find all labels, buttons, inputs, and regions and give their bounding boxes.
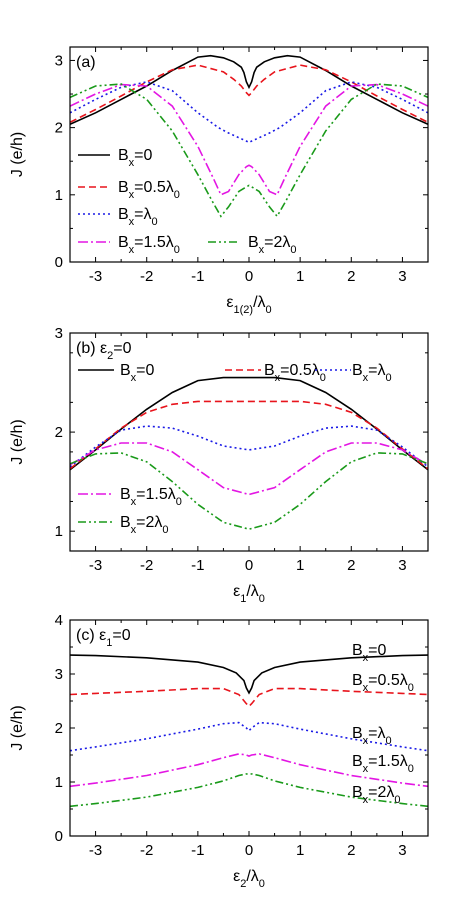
legend-label: Bx=0 bbox=[352, 642, 387, 664]
y-axis-title: J (e/h) bbox=[9, 705, 26, 750]
x-tick-label: -1 bbox=[191, 842, 204, 859]
legend-label: Bx=0.5λ0 bbox=[352, 672, 414, 694]
series-line-2 bbox=[70, 425, 428, 468]
panel-label: (a) bbox=[76, 54, 96, 71]
legend-label: Bx=2λ0 bbox=[352, 784, 401, 806]
series-line-4 bbox=[70, 83, 428, 218]
x-tick-label: -3 bbox=[89, 557, 102, 574]
x-axis-title: ε1/λ0 bbox=[233, 583, 265, 605]
x-tick-label: 2 bbox=[347, 557, 355, 574]
legend-label: Bx=1.5λ0 bbox=[120, 486, 182, 508]
y-tick-label: 0 bbox=[55, 254, 63, 271]
panel-label: (b) ε2=0 bbox=[76, 340, 132, 362]
legend: Bx=0 Bx=0.5λ0 Bx=λ0 Bx=1.5λ0 Bx=2λ0 bbox=[78, 362, 392, 536]
y-tick-label: 3 bbox=[55, 325, 63, 342]
x-tick-label: 2 bbox=[347, 268, 355, 285]
x-tick-label: 3 bbox=[398, 842, 406, 859]
x-tick-label: -1 bbox=[191, 557, 204, 574]
x-tick-label: 3 bbox=[398, 557, 406, 574]
x-tick-label: 2 bbox=[347, 842, 355, 859]
series-line-3 bbox=[70, 83, 428, 196]
legend-label: Bx=λ0 bbox=[352, 362, 392, 384]
x-tick-label: -3 bbox=[89, 268, 102, 285]
plot-area bbox=[70, 376, 428, 531]
y-tick-label: 2 bbox=[55, 424, 63, 441]
x-tick-label: -3 bbox=[89, 842, 102, 859]
x-tick-label: -1 bbox=[191, 268, 204, 285]
series-line-3 bbox=[70, 753, 428, 788]
plot-area bbox=[70, 54, 428, 218]
y-axis-title: J (e/h) bbox=[9, 132, 26, 177]
x-tick-label: -2 bbox=[140, 557, 153, 574]
x-tick-label: 1 bbox=[296, 842, 304, 859]
series-line-2 bbox=[70, 81, 428, 144]
panel-label: (c) ε1=0 bbox=[76, 627, 131, 649]
legend-label: Bx=2λ0 bbox=[120, 514, 169, 536]
legend-label: Bx=0.5λ0 bbox=[118, 179, 180, 201]
x-tick-label: 0 bbox=[245, 842, 253, 859]
x-tick-label: 1 bbox=[296, 268, 304, 285]
y-tick-label: 3 bbox=[55, 666, 63, 683]
legend: Bx=0 Bx=0.5λ0 Bx=λ0 Bx=1.5λ0 Bx=2λ0 bbox=[78, 147, 297, 256]
y-tick-label: 4 bbox=[55, 612, 63, 629]
legend: Bx=0 Bx=0.5λ0 Bx=λ0 Bx=1.5λ0 Bx=2λ0 bbox=[352, 642, 414, 806]
series-line-0 bbox=[70, 376, 428, 471]
y-tick-label: 1 bbox=[55, 187, 63, 204]
legend-label: Bx=1.5λ0 bbox=[352, 753, 414, 775]
x-axis-title: ε2/λ0 bbox=[233, 868, 265, 890]
y-tick-label: 1 bbox=[55, 523, 63, 540]
y-tick-label: 1 bbox=[55, 774, 63, 791]
x-tick-label: 0 bbox=[245, 268, 253, 285]
legend-label: Bx=1.5λ0 bbox=[118, 234, 180, 256]
y-tick-label: 2 bbox=[55, 720, 63, 737]
legend-label: Bx=λ0 bbox=[118, 206, 158, 228]
series-line-3 bbox=[70, 442, 428, 496]
series-line-1 bbox=[70, 64, 428, 124]
y-tick-label: 3 bbox=[55, 52, 63, 69]
y-tick-label: 2 bbox=[55, 120, 63, 137]
x-tick-label: 1 bbox=[296, 557, 304, 574]
series-line-1 bbox=[70, 687, 428, 708]
legend-label: Bx=λ0 bbox=[352, 725, 392, 747]
legend-label: Bx=0.5λ0 bbox=[264, 362, 326, 384]
x-tick-label: 3 bbox=[398, 268, 406, 285]
x-tick-label: 0 bbox=[245, 557, 253, 574]
plot-area bbox=[70, 654, 428, 808]
x-tick-label: -2 bbox=[140, 268, 153, 285]
legend-label: Bx=2λ0 bbox=[248, 234, 297, 256]
series-line-0 bbox=[70, 54, 428, 126]
legend-label: Bx=0 bbox=[120, 362, 155, 384]
x-axis-title: ε1(2)/λ0 bbox=[226, 294, 271, 316]
y-tick-label: 0 bbox=[55, 828, 63, 845]
legend-label: Bx=0 bbox=[118, 147, 153, 169]
series-line-1 bbox=[70, 400, 428, 470]
x-tick-label: -2 bbox=[140, 842, 153, 859]
y-axis-title: J (e/h) bbox=[9, 419, 26, 464]
series-line-0 bbox=[70, 654, 428, 695]
